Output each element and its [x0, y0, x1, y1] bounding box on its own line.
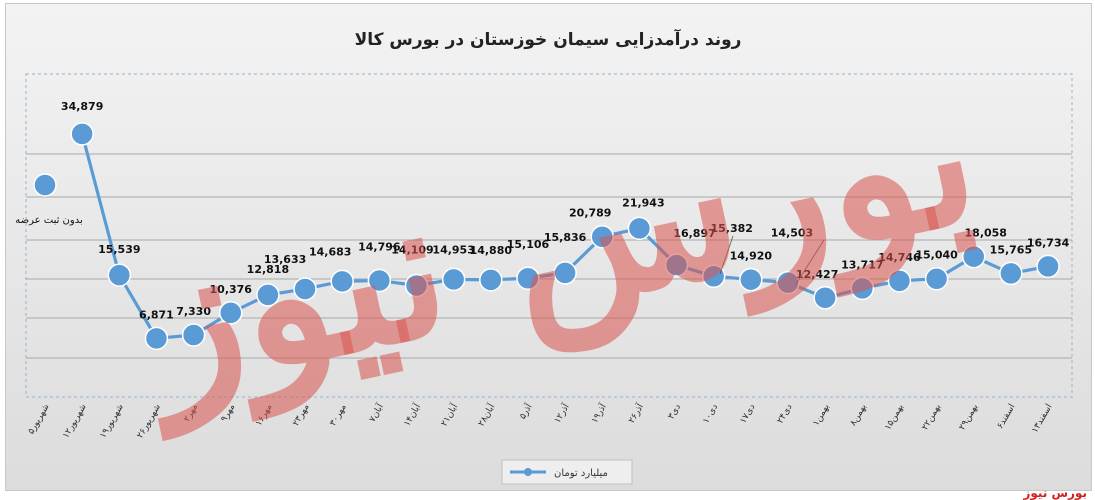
data-label: 14,880: [470, 244, 513, 257]
data-label: 15,765: [990, 243, 1032, 256]
data-point: [181, 323, 206, 347]
chart-title: روند درآمدزایی سیمان خوزستان در بورس کال…: [355, 28, 742, 50]
x-tick-label: ۲۸آبان: [475, 401, 498, 428]
data-point: [553, 261, 577, 285]
data-label: 14,746: [878, 251, 921, 264]
data-point: [293, 277, 317, 301]
x-tick-label: ۳۰مهر: [328, 402, 349, 428]
x-tick-label: ۲۶شهریور: [135, 403, 163, 441]
brand-logo-text: بورس نیوز: [1023, 486, 1087, 500]
data-point: [330, 269, 354, 294]
x-tick-label: ۱۵بهمن: [883, 403, 906, 433]
line-chart: روند درآمدزایی سیمان خوزستان در بورس کال…: [15, 28, 1073, 485]
data-point: [70, 122, 94, 146]
data-label: 7,330: [176, 305, 211, 318]
x-tick-label: ۳دی: [667, 403, 684, 422]
data-label: 12,427: [796, 268, 838, 281]
data-point: [590, 224, 614, 249]
data-point: [367, 268, 392, 293]
data-label: 14,953: [432, 243, 474, 256]
data-label: 6,871: [139, 308, 174, 321]
x-tick-label: ۷آبان: [366, 401, 386, 424]
x-tick-label: ۱۲شهریور: [61, 403, 89, 441]
data-label: 10,376: [210, 283, 253, 296]
data-label: 14,503: [771, 227, 813, 240]
data-point: [887, 269, 912, 293]
label-leader-line: [719, 235, 734, 275]
data-label: 15,106: [507, 238, 550, 251]
x-tick-label: ۱۳اسفند: [1030, 403, 1055, 435]
chart-frame: روند درآمدزایی سیمان خوزستان در بورس کال…: [5, 3, 1092, 491]
data-point: [404, 273, 429, 298]
data-label: 14,683: [309, 245, 351, 258]
x-tick-label: ۲۲بهمن: [920, 403, 943, 433]
data-point: [701, 264, 726, 288]
x-tick-label: ۸بهمن: [848, 403, 868, 428]
data-point: [999, 261, 1023, 286]
data-label: 15,539: [98, 243, 140, 256]
x-tick-label: ۱۰دی: [701, 403, 720, 426]
data-label: 20,789: [569, 207, 611, 220]
data-label: 15,040: [915, 249, 958, 262]
data-point: [627, 216, 652, 241]
data-point: [813, 286, 837, 310]
data-point: [441, 267, 466, 292]
data-point: [107, 263, 132, 287]
data-label: 18,058: [965, 227, 1007, 240]
data-point-no-value: [33, 173, 57, 197]
data-label: 14,920: [730, 250, 773, 263]
x-tick-label: ۶اسفند: [995, 403, 1017, 431]
x-tick-label: ۱۹شهریور: [98, 403, 126, 441]
data-label: 15,836: [544, 231, 587, 244]
data-point: [256, 283, 280, 307]
data-label: 12,818: [247, 263, 289, 276]
data-point: [219, 301, 243, 325]
data-label: 13,633: [264, 253, 306, 266]
data-point: [664, 253, 689, 277]
x-tick-label: ۱۷دی: [738, 403, 757, 426]
x-tick-label: ۲۹بهمن: [957, 403, 980, 433]
data-label: 14,796: [358, 240, 401, 253]
x-tick-label: ۱بهمن: [811, 403, 831, 428]
data-point: [924, 266, 949, 291]
plot-area-border: [25, 73, 1073, 398]
no-offering-note: بدون ثبت عرضه: [15, 215, 83, 226]
data-label: 15,382: [710, 222, 752, 235]
x-tick-label: ۱۲آذر: [551, 401, 572, 425]
data-label: 16,734: [1027, 236, 1070, 249]
data-point: [776, 270, 800, 295]
watermark-logo: بورس نیوز: [115, 42, 996, 442]
data-point: [479, 268, 503, 292]
label-leader-line: [795, 239, 825, 285]
data-label: 21,943: [622, 196, 664, 209]
data-label: 14,109: [391, 244, 433, 257]
data-label: 34,879: [61, 100, 103, 113]
x-tick-label: ۵شهریور: [26, 403, 51, 437]
data-point: [850, 276, 875, 301]
data-label: 16,897: [673, 227, 715, 240]
x-tick-label: ۲۱آبان: [438, 401, 461, 428]
data-point: [962, 244, 986, 269]
data-point: [516, 266, 540, 290]
x-tick-label: ۱۹آذر: [588, 401, 609, 425]
legend-label: میلیارد تومان: [554, 468, 608, 479]
legend-marker-swatch: [524, 468, 532, 476]
data-point: [144, 326, 169, 351]
x-tick-label: ۱۴آبان: [401, 401, 424, 428]
data-label: 13,717: [841, 258, 883, 271]
data-point: [1036, 254, 1060, 279]
x-tick-label: ۲۴دی: [776, 403, 795, 426]
data-point: [739, 267, 763, 292]
x-tick-label: ۲۶آذر: [625, 401, 646, 425]
x-tick-label: ۵آذر: [516, 401, 534, 421]
